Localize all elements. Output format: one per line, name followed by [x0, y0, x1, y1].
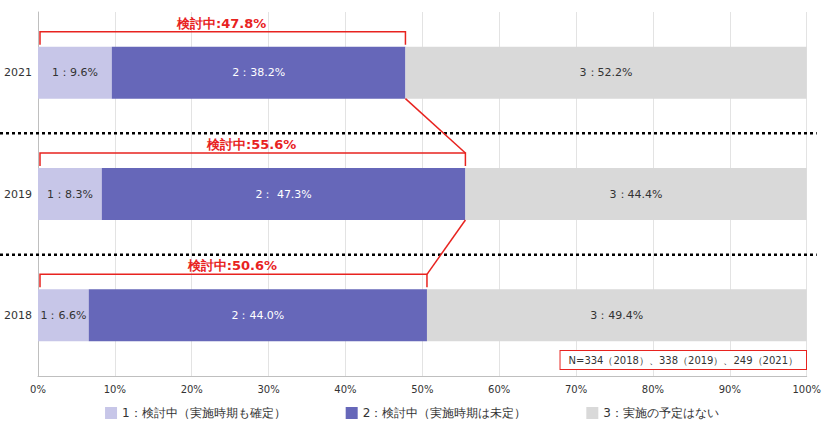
svg-text:2：検討中（実施時期は未定）: 2：検討中（実施時期は未定） — [363, 406, 527, 420]
svg-text:2019: 2019 — [4, 188, 32, 201]
svg-text:50%: 50% — [411, 384, 433, 395]
svg-text:3：44.4%: 3：44.4% — [610, 188, 663, 201]
svg-text:60%: 60% — [488, 384, 510, 395]
svg-text:40%: 40% — [334, 384, 356, 395]
svg-text:2：44.0%: 2：44.0% — [231, 309, 284, 322]
svg-text:90%: 90% — [719, 384, 741, 395]
svg-text:1：6.6%: 1：6.6% — [40, 309, 86, 322]
svg-text:10%: 10% — [104, 384, 126, 395]
svg-text:30%: 30% — [257, 384, 279, 395]
svg-text:検討中:55.6%: 検討中:55.6% — [206, 137, 296, 152]
svg-text:80%: 80% — [642, 384, 664, 395]
svg-text:1：9.6%: 1：9.6% — [52, 66, 98, 79]
svg-text:1：検討中（実施時期も確定）: 1：検討中（実施時期も確定） — [122, 406, 286, 420]
svg-text:検討中:47.8%: 検討中:47.8% — [176, 16, 266, 31]
svg-text:1：8.3%: 1：8.3% — [47, 188, 93, 201]
svg-text:2： 47.3%: 2： 47.3% — [255, 188, 311, 201]
svg-text:N=334（2018）、338（2019）、249（2021: N=334（2018）、338（2019）、249（2021） — [569, 355, 798, 366]
svg-text:検討中:50.6%: 検討中:50.6% — [187, 258, 277, 273]
svg-text:100%: 100% — [792, 384, 821, 395]
svg-text:2：38.2%: 2：38.2% — [232, 66, 285, 79]
svg-text:0%: 0% — [30, 384, 46, 395]
svg-text:3：49.4%: 3：49.4% — [590, 309, 643, 322]
svg-text:2018: 2018 — [4, 309, 32, 322]
svg-text:2021: 2021 — [4, 66, 32, 79]
svg-text:3：52.2%: 3：52.2% — [580, 66, 633, 79]
svg-text:20%: 20% — [181, 384, 203, 395]
svg-text:3：実施の予定はない: 3：実施の予定はない — [603, 406, 719, 420]
svg-text:70%: 70% — [565, 384, 587, 395]
